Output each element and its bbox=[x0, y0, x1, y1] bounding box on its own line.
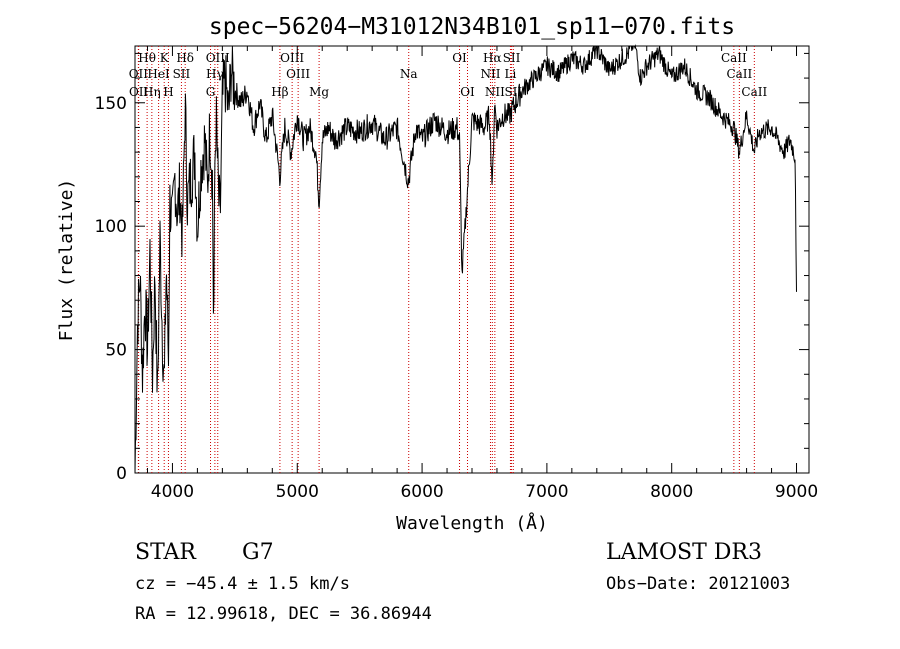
line-label: CaII bbox=[721, 51, 747, 65]
survey-name: LAMOST DR3 bbox=[606, 540, 762, 565]
coordinates: RA = 12.99618, DEC = 36.86944 bbox=[135, 604, 432, 624]
line-label: SII bbox=[503, 51, 521, 65]
x-tick-label: 9000 bbox=[775, 482, 818, 502]
x-tick-label: 6000 bbox=[400, 482, 443, 502]
line-label: NII bbox=[485, 85, 505, 99]
line-label: OI bbox=[460, 85, 475, 99]
line-label: Hδ bbox=[176, 51, 194, 65]
x-tick-label: 7000 bbox=[525, 482, 568, 502]
line-label: Na bbox=[400, 67, 418, 81]
line-label: SII bbox=[504, 85, 522, 99]
line-label: OII bbox=[129, 85, 149, 99]
y-tick-label: 100 bbox=[95, 217, 127, 237]
line-label: NII bbox=[480, 67, 500, 81]
emission-line-markers bbox=[137, 46, 755, 473]
y-axis-label: Flux (relative) bbox=[56, 179, 77, 342]
line-label: OII bbox=[129, 67, 149, 81]
line-label: HeI bbox=[147, 67, 170, 81]
observation-date: Obs−Date: 20121003 bbox=[606, 574, 791, 594]
x-tick-label: 8000 bbox=[650, 482, 693, 502]
object-class: STAR bbox=[135, 540, 196, 565]
spectrum-line bbox=[134, 44, 797, 474]
x-tick-label: 4000 bbox=[151, 482, 194, 502]
chart-title: spec−56204−M31012N34B101_sp11−070.fits bbox=[209, 14, 735, 40]
line-label: K bbox=[160, 51, 170, 65]
y-tick-label: 0 bbox=[116, 464, 127, 484]
line-label: Hθ bbox=[138, 51, 156, 65]
x-tick-label: 5000 bbox=[276, 482, 319, 502]
line-label: Hβ bbox=[271, 85, 288, 99]
line-label: Hη bbox=[143, 85, 161, 99]
redshift-cz: cz = −45.4 ± 1.5 km/s bbox=[135, 574, 350, 594]
line-label: G bbox=[206, 85, 216, 99]
y-axis-ticks: 0 50 100 150 bbox=[95, 52, 809, 484]
line-label: SII bbox=[173, 67, 191, 81]
y-tick-label: 150 bbox=[95, 94, 127, 114]
line-label: OIII bbox=[286, 67, 310, 81]
line-label: Hα bbox=[483, 51, 502, 65]
line-label: OIII bbox=[280, 51, 304, 65]
line-label: Li bbox=[505, 67, 517, 81]
line-label: H bbox=[163, 85, 173, 99]
line-label: CaII bbox=[726, 67, 752, 81]
line-label: OI bbox=[452, 51, 467, 65]
line-label: CaII bbox=[741, 85, 767, 99]
y-tick-label: 50 bbox=[105, 341, 127, 361]
object-subclass: G7 bbox=[242, 540, 274, 565]
x-axis-label: Wavelength (Å) bbox=[396, 512, 548, 534]
x-axis-ticks: 4000 5000 6000 7000 8000 9000 bbox=[146, 46, 818, 502]
plot-frame bbox=[134, 45, 810, 474]
line-label: Mg bbox=[309, 85, 329, 99]
line-label: Hγ bbox=[206, 67, 224, 81]
